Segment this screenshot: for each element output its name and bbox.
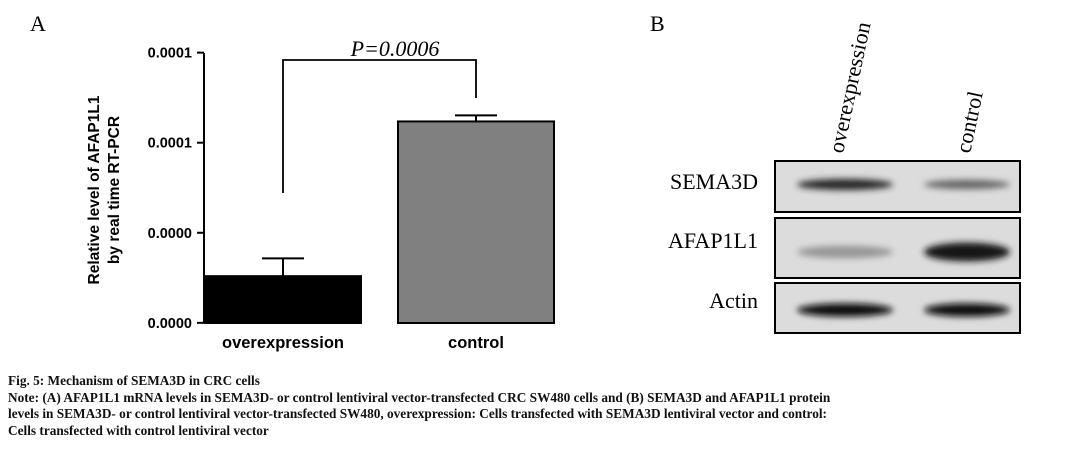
band-sema3d-overexpression	[797, 178, 893, 191]
lane-label-overexpression: overexpression	[823, 20, 875, 155]
band-sema3d-control	[924, 179, 1010, 190]
band-actin-overexpression	[797, 303, 893, 317]
blot-row-afap1l1: AFAP1L1	[668, 217, 1021, 279]
lane-label-control: control	[950, 89, 987, 155]
caption-note-line-3: Cells transfected with control lentivira…	[8, 422, 269, 438]
x-tick-label-overexpression: overexpression	[222, 334, 344, 352]
blot-row-label: Actin	[709, 288, 758, 313]
panel-a-label: A	[30, 11, 46, 36]
western-blot: SEMA3D AFAP1L1 Actin	[668, 160, 1021, 334]
y-axis-ticks: 0.0000 0.0000 0.0001 0.0001	[148, 46, 204, 332]
blot-row-sema3d: SEMA3D	[670, 160, 1021, 213]
y-axis-title-line-2: by real time RT-PCR	[106, 116, 123, 264]
panel-b-label: B	[650, 11, 665, 36]
caption-note-line-2: levels in SEMA3D- or control lentiviral …	[8, 406, 827, 422]
figure-caption: Fig. 5: Mechanism of SEMA3D in CRC cells…	[8, 373, 1058, 439]
y-tick-label: 0.0000	[148, 226, 192, 242]
x-axis-tick-labels: overexpression control	[222, 334, 504, 352]
band-afap1l1-control	[924, 242, 1010, 262]
blot-row-label: SEMA3D	[670, 169, 758, 194]
bar-overexpression	[204, 275, 362, 325]
significance-bracket	[282, 59, 477, 193]
y-tick-label: 0.0001	[148, 136, 192, 152]
x-tick-label-control: control	[448, 334, 504, 352]
bar-chart: 0.0000 0.0000 0.0001 0.0001 overexpression c…	[148, 36, 555, 352]
band-afap1l1-overexpression	[797, 245, 893, 259]
y-tick-label: 0.0001	[148, 46, 192, 62]
bars	[204, 114, 555, 325]
bar-control	[397, 120, 555, 324]
caption-note-line-1: Note: (A) AFAP1L1 mRNA levels in SEMA3D-…	[8, 389, 831, 405]
y-tick-label: 0.0000	[148, 316, 192, 332]
y-axis-title: Relative level of AFAP1L1 by real time R…	[86, 95, 123, 284]
blot-row-actin: Actin	[709, 282, 1021, 334]
caption-title: Fig. 5: Mechanism of SEMA3D in CRC cells	[8, 373, 260, 388]
y-axis-title-line-1: Relative level of AFAP1L1	[86, 95, 103, 284]
blot-row-label: AFAP1L1	[668, 228, 758, 253]
significance-label: P=0.0006	[350, 36, 440, 61]
band-actin-control	[924, 303, 1010, 317]
